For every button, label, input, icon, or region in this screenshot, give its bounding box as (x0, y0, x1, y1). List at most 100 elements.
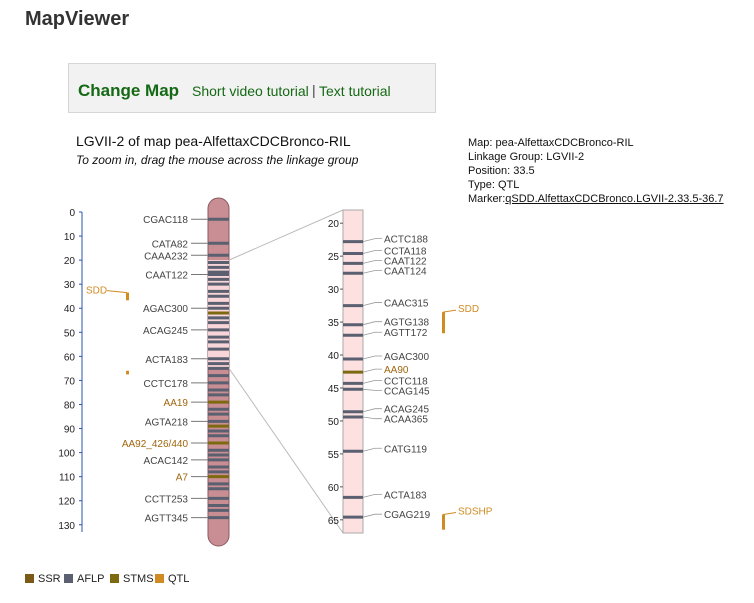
zoom-connector-top (228, 209, 344, 261)
zoom-marker-label[interactable]: AGTG138 (384, 318, 429, 329)
zoom-qtl-label[interactable]: SDSHP (458, 507, 493, 518)
map-hint: To zoom in, drag the mouse across the li… (76, 153, 359, 167)
zoom-axis-tick-label: 20 (328, 219, 340, 230)
overview-axis-tick-label: 100 (58, 449, 75, 460)
zoom-qtl-bar[interactable] (442, 514, 445, 530)
overview-qtl-leader (106, 290, 128, 294)
overview-marker-label[interactable]: ACAG245 (143, 326, 188, 337)
zoom-marker-label[interactable]: ACAA365 (384, 415, 428, 426)
zoom-qtl-bar[interactable] (442, 312, 445, 334)
zoom-qtl-leader (442, 512, 457, 516)
zoom-marker-leader (362, 388, 382, 391)
selected-feature-info: Map: pea-AlfettaxCDCBronco-RIL Linkage G… (468, 136, 724, 206)
zoom-marker-label[interactable]: CGAG219 (384, 510, 431, 521)
text-tutorial-link[interactable]: Text tutorial (319, 83, 391, 99)
legend-swatch-stms (110, 574, 119, 583)
zoom-axis-tick-label: 25 (328, 252, 340, 263)
legend-item-stms: STMS (110, 573, 154, 585)
zoom-marker-leader (362, 238, 382, 243)
overview-marker-label[interactable]: CCTC178 (144, 379, 189, 390)
overview-marker-label[interactable]: CCTT253 (145, 494, 189, 505)
legend-swatch-ssr (25, 574, 34, 583)
overview-marker-label[interactable]: CAAT122 (145, 271, 188, 282)
zoom-marker-leader (362, 408, 382, 413)
overview-marker-label[interactable]: A7 (176, 473, 189, 484)
overview-marker-label[interactable]: CAAA232 (144, 251, 188, 262)
zoom-marker-leader (362, 250, 382, 254)
zoom-marker-leader (362, 260, 382, 264)
legend-swatch-qtl (155, 574, 164, 583)
overview-axis-tick-label: 110 (59, 473, 75, 484)
zoom-marker-label[interactable]: CATG119 (384, 444, 427, 455)
overview-axis-tick-label: 120 (58, 497, 75, 508)
overview-marker-label[interactable]: AGTT345 (145, 514, 189, 525)
overview-chromosome[interactable] (207, 197, 230, 547)
overview-qtl-label[interactable]: SDD (86, 286, 107, 297)
info-position: Position: 33.5 (468, 165, 535, 177)
zoom-axis-tick-label: 40 (328, 351, 340, 362)
overview-marker-label[interactable]: ACTA183 (145, 355, 188, 366)
change-map-button[interactable]: Change Map (78, 81, 180, 100)
zoom-marker-label[interactable]: CCTA118 (384, 247, 427, 258)
info-marker-link[interactable]: qSDD.AlfettaxCDCBronco.LGVII-2.33.5-36.7 (505, 193, 724, 205)
info-map: Map: pea-AlfettaxCDCBronco-RIL (468, 137, 634, 149)
overview-marker-label[interactable]: AA19 (164, 398, 189, 409)
zoom-marker-label[interactable]: ACTC188 (384, 235, 428, 246)
zoom-marker-leader (362, 379, 382, 384)
zoom-marker-label[interactable]: CCAG145 (384, 386, 430, 397)
zoom-marker-label[interactable]: CAAT124 (384, 267, 427, 278)
info-type: Type: QTL (468, 179, 520, 191)
zoom-axis-tick-label: 55 (328, 450, 340, 461)
overview-axis-tick-label: 10 (64, 232, 76, 243)
overview-marker-label[interactable]: CGAC118 (143, 215, 188, 226)
app-title: MapViewer (25, 8, 130, 30)
zoom-marker-label[interactable]: AGTT172 (384, 328, 428, 339)
overview-axis-tick-label: 50 (64, 328, 76, 339)
zoom-axis-tick-label: 35 (328, 318, 340, 329)
overview-axis-tick-label: 80 (64, 400, 76, 411)
zoom-marker-label[interactable]: AA90 (384, 365, 409, 376)
zoom-marker-leader (362, 513, 382, 518)
zoom-marker-label[interactable]: ACTA183 (384, 490, 427, 501)
overview-axis-tick-label: 90 (64, 425, 76, 436)
zoom-marker-leader (362, 355, 382, 360)
zoom-marker-label[interactable]: ACAG245 (384, 405, 429, 416)
overview-marker-label[interactable]: ACAC142 (144, 456, 189, 467)
overview-marker-label[interactable]: AA92_426/440 (122, 439, 189, 450)
zoom-marker-label[interactable]: CAAC315 (384, 299, 429, 310)
zoom-marker-label[interactable]: CAAT122 (384, 257, 427, 268)
zoom-axis-tick-label: 65 (328, 516, 340, 527)
overview-axis-tick-label: 60 (64, 352, 76, 363)
info-marker-prefix: Marker: (468, 193, 506, 205)
legend-swatch-aflp (64, 574, 73, 583)
legend-label-ssr: SSR (38, 573, 61, 585)
overview-marker-label[interactable]: AGTA218 (145, 417, 189, 428)
zoom-axis-tick-label: 45 (328, 384, 340, 395)
zoom-qtl-label[interactable]: SDD (458, 304, 479, 315)
overview-axis-tick-label: 130 (58, 521, 75, 532)
zoom-axis-tick-label: 30 (328, 285, 340, 296)
legend-item-qtl: QTL (155, 573, 189, 585)
legend-label-stms: STMS (123, 573, 154, 585)
video-tutorial-link[interactable]: Short video tutorial (192, 83, 309, 99)
zoom-marker-leader (362, 416, 382, 420)
overview-axis-tick-label: 70 (64, 376, 76, 387)
overview-axis-tick-label: 40 (64, 304, 76, 315)
legend-label-qtl: QTL (168, 573, 190, 585)
zoom-marker-leader (362, 270, 382, 274)
legend-item-ssr: SSR (25, 573, 61, 585)
overview-marker-label[interactable]: CATA82 (152, 239, 189, 250)
zoom-marker-leader (362, 494, 382, 498)
zoom-marker-label[interactable]: AGAC300 (384, 352, 429, 363)
overview-qtl-bar[interactable] (126, 370, 129, 375)
zoom-marker-leader (362, 331, 382, 336)
overview-qtl-bar[interactable] (126, 292, 129, 301)
zoom-qtl-leader (442, 309, 457, 313)
legend-item-aflp: AFLP (64, 573, 105, 585)
toolbar-separator: | (312, 82, 316, 98)
zoom-marker-leader (362, 302, 382, 306)
zoom-marker-label[interactable]: CCTC118 (384, 376, 428, 387)
info-marker: Marker:qSDD.AlfettaxCDCBronco.LGVII-2.33… (468, 192, 724, 206)
overview-marker-label[interactable]: AGAC300 (143, 304, 188, 315)
